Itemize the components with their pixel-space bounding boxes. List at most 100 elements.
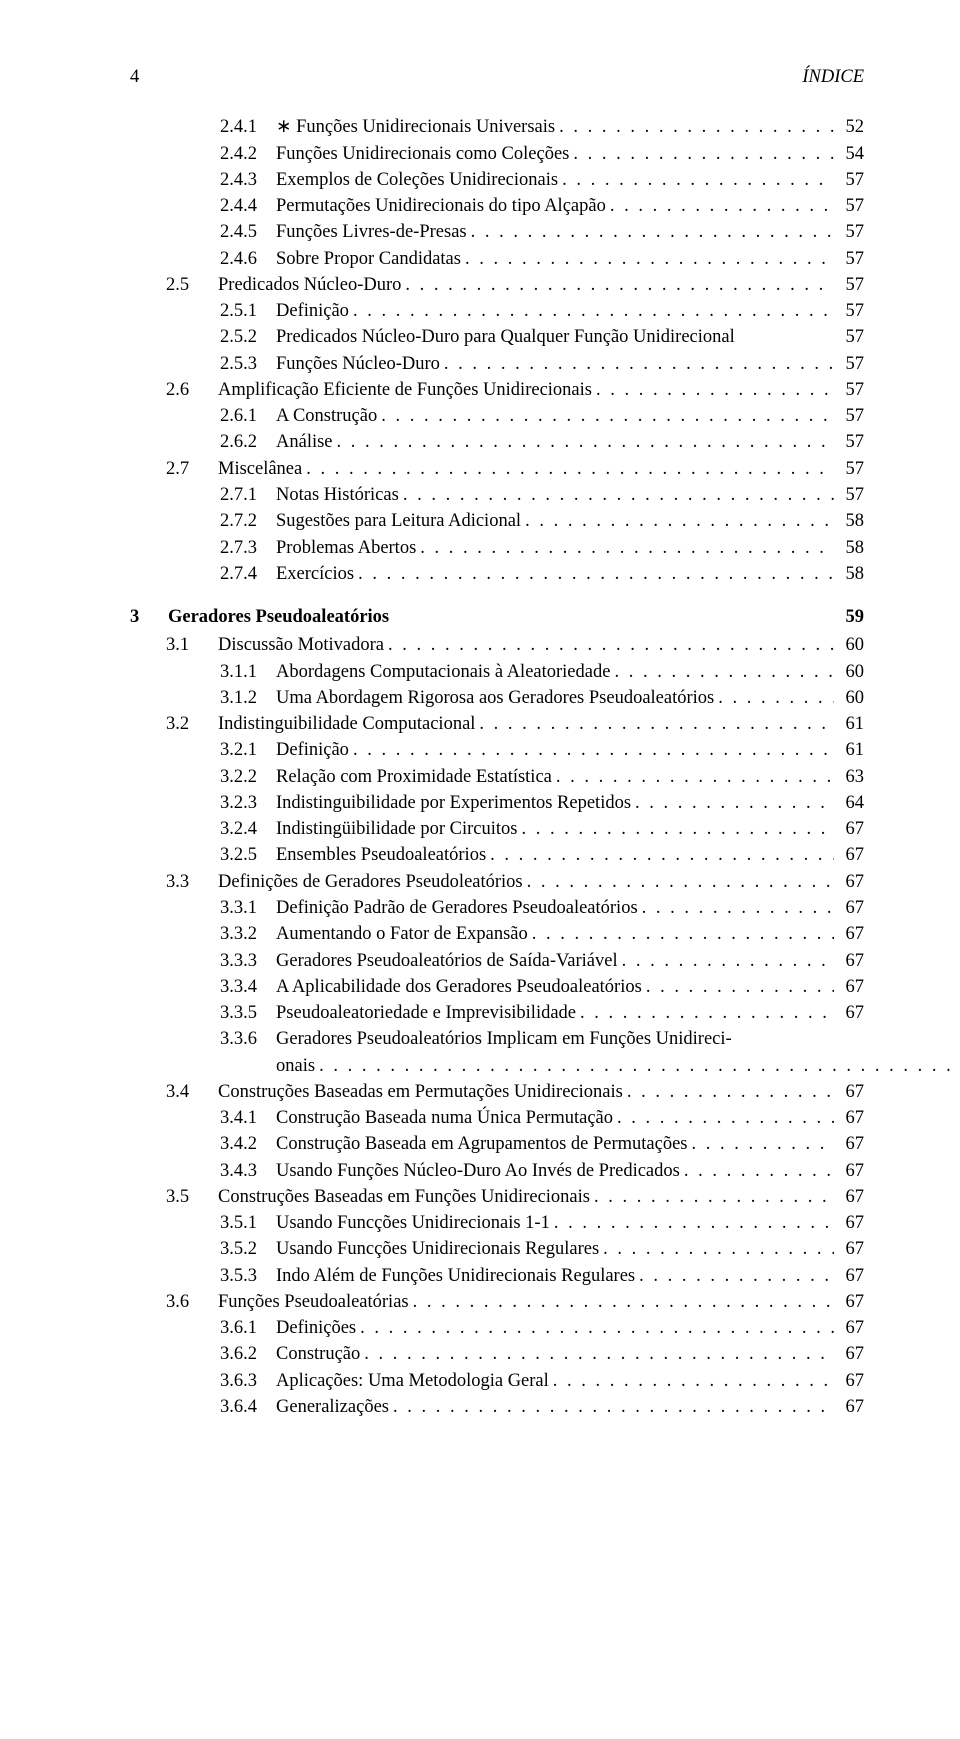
toc-entry-page: 57 xyxy=(838,246,864,272)
toc-entry-number: 3.1 xyxy=(166,632,218,658)
toc-entry-title: Sobre Propor Candidatas xyxy=(276,246,461,272)
table-of-contents: 2.4.1∗ Funções Unidirecionais Universais… xyxy=(130,114,864,1420)
toc-leader xyxy=(623,1079,838,1105)
toc-entry: 2.5.3Funções Núcleo-Duro57 xyxy=(130,351,864,377)
toc-leader xyxy=(528,921,838,947)
toc-leader xyxy=(688,1131,838,1157)
toc-entry-number: 3.1.2 xyxy=(220,685,276,711)
toc-entry-number: 3.2 xyxy=(166,711,218,737)
toc-entry-title: Funções Núcleo-Duro xyxy=(276,351,440,377)
toc-entry: 3.1.1Abordagens Computacionais à Aleator… xyxy=(130,659,864,685)
toc-entry-title: Abordagens Computacionais à Aleatoriedad… xyxy=(276,659,610,685)
toc-entry-title: Indo Além de Funções Unidirecionais Regu… xyxy=(276,1263,635,1289)
toc-leader xyxy=(399,482,838,508)
toc-entry-page: 59 xyxy=(838,604,864,630)
toc-entry: 3.6Funções Pseudoaleatórias67 xyxy=(130,1289,864,1315)
toc-entry-number: 2.6 xyxy=(166,377,218,403)
toc-entry-number: 3.6 xyxy=(166,1289,218,1315)
toc-entry-page: 67 xyxy=(838,1079,864,1105)
toc-entry-page: 63 xyxy=(838,764,864,790)
toc-entry-page: 60 xyxy=(838,685,864,711)
toc-entry-page: 57 xyxy=(838,429,864,455)
toc-entry: 2.7.3Problemas Abertos58 xyxy=(130,535,864,561)
toc-entry-title: Generalizações xyxy=(276,1394,389,1420)
toc-entry-page: 57 xyxy=(838,351,864,377)
toc-entry-number: 2.6.2 xyxy=(220,429,276,455)
toc-entry-title: ∗ Funções Unidirecionais Universais xyxy=(276,114,555,140)
toc-entry: 2.4.3Exemplos de Coleções Unidirecionais… xyxy=(130,167,864,193)
toc-entry: 3.2.3Indistinguibilidade por Experimento… xyxy=(130,790,864,816)
toc-leader xyxy=(333,429,838,455)
toc-entry-number: 2.4.3 xyxy=(220,167,276,193)
toc-leader xyxy=(409,1289,838,1315)
toc-entry-number: 3.3.3 xyxy=(220,948,276,974)
toc-leader xyxy=(618,948,838,974)
toc-entry-title: Construção Baseada numa Única Permutação xyxy=(276,1105,613,1131)
toc-entry: 2.7.4Exercícios58 xyxy=(130,561,864,587)
toc-leader xyxy=(461,246,838,272)
toc-entry-page: 57 xyxy=(838,193,864,219)
toc-entry-title: Definições xyxy=(276,1315,356,1341)
toc-entry: 3.4.2Construção Baseada em Agrupamentos … xyxy=(130,1131,864,1157)
toc-entry-number: 3.6.1 xyxy=(220,1315,276,1341)
toc-entry: 3.3.3Geradores Pseudoaleatórios de Saída… xyxy=(130,948,864,974)
toc-entry: 2.7Miscelânea57 xyxy=(130,456,864,482)
toc-leader xyxy=(592,377,838,403)
toc-entry-title: A Aplicabilidade dos Geradores Pseudoale… xyxy=(276,974,642,1000)
toc-entry-title: Definição xyxy=(276,298,349,324)
toc-entry: 3.1Discussão Motivadora60 xyxy=(130,632,864,658)
toc-entry-page: 67 xyxy=(838,1263,864,1289)
toc-entry-number: 3.3.4 xyxy=(220,974,276,1000)
toc-entry: 3.1.2Uma Abordagem Rigorosa aos Geradore… xyxy=(130,685,864,711)
toc-entry-page: 67 xyxy=(838,974,864,1000)
toc-entry-number: 3.2.4 xyxy=(220,816,276,842)
toc-entry-number: 2.5 xyxy=(166,272,218,298)
toc-entry-page: 57 xyxy=(838,324,864,350)
toc-entry-title: Indistinguibilidade por Experimentos Rep… xyxy=(276,790,631,816)
toc-entry-title: Construções Baseadas em Permutações Unid… xyxy=(218,1079,623,1105)
toc-entry-title: Predicados Núcleo-Duro para Qualquer Fun… xyxy=(276,324,735,350)
toc-entry-title: Exercícios xyxy=(276,561,354,587)
toc-leader xyxy=(590,1184,838,1210)
toc-entry-page: 67 xyxy=(838,1210,864,1236)
toc-leader xyxy=(635,1263,838,1289)
toc-entry-page: 52 xyxy=(838,114,864,140)
toc-entry-number: 2.4.1 xyxy=(220,114,276,140)
toc-entry-number: 3.4 xyxy=(166,1079,218,1105)
toc-entry: 3.5.2Usando Funcções Unidirecionais Regu… xyxy=(130,1236,864,1262)
toc-leader xyxy=(613,1105,838,1131)
toc-entry-title: Ensembles Pseudoaleatórios xyxy=(276,842,486,868)
toc-leader xyxy=(315,1053,960,1079)
toc-entry-page: 67 xyxy=(838,1158,864,1184)
toc-entry-title: Funções Livres-de-Presas xyxy=(276,219,467,245)
toc-entry-page: 61 xyxy=(838,711,864,737)
toc-entry: 2.4.6Sobre Propor Candidatas57 xyxy=(130,246,864,272)
toc-entry-number: 3.3.1 xyxy=(220,895,276,921)
toc-entry-number: 2.4.2 xyxy=(220,141,276,167)
toc-entry-title-cont: onais xyxy=(276,1053,315,1079)
toc-entry-title: Análise xyxy=(276,429,333,455)
toc-entry-page: 67 xyxy=(838,1341,864,1367)
toc-entry-page: 67 xyxy=(838,948,864,974)
toc-entry-number: 3.4.2 xyxy=(220,1131,276,1157)
toc-leader xyxy=(467,219,838,245)
toc-entry-page: 67 xyxy=(838,1394,864,1420)
toc-leader xyxy=(642,974,838,1000)
toc-entry-page: 67 xyxy=(838,1368,864,1394)
toc-entry-title: Indistinguibilidade Computacional xyxy=(218,711,475,737)
toc-entry: 2.6.1A Construção57 xyxy=(130,403,864,429)
toc-leader xyxy=(349,737,838,763)
toc-entry-number: 3.4.1 xyxy=(220,1105,276,1131)
toc-entry-title: Aumentando o Fator de Expansão xyxy=(276,921,528,947)
toc-leader xyxy=(631,790,838,816)
toc-entry-number: 3.3.2 xyxy=(220,921,276,947)
toc-entry-title: Uma Abordagem Rigorosa aos Geradores Pse… xyxy=(276,685,714,711)
toc-entry-number: 3.6.4 xyxy=(220,1394,276,1420)
toc-entry-page: 67 xyxy=(838,1184,864,1210)
toc-leader xyxy=(360,1341,838,1367)
toc-entry-title: Discussão Motivadora xyxy=(218,632,384,658)
toc-leader xyxy=(302,456,838,482)
toc-entry: 3.4.3Usando Funções Núcleo-Duro Ao Invés… xyxy=(130,1158,864,1184)
toc-entry-page: 64 xyxy=(838,790,864,816)
toc-leader xyxy=(552,764,838,790)
